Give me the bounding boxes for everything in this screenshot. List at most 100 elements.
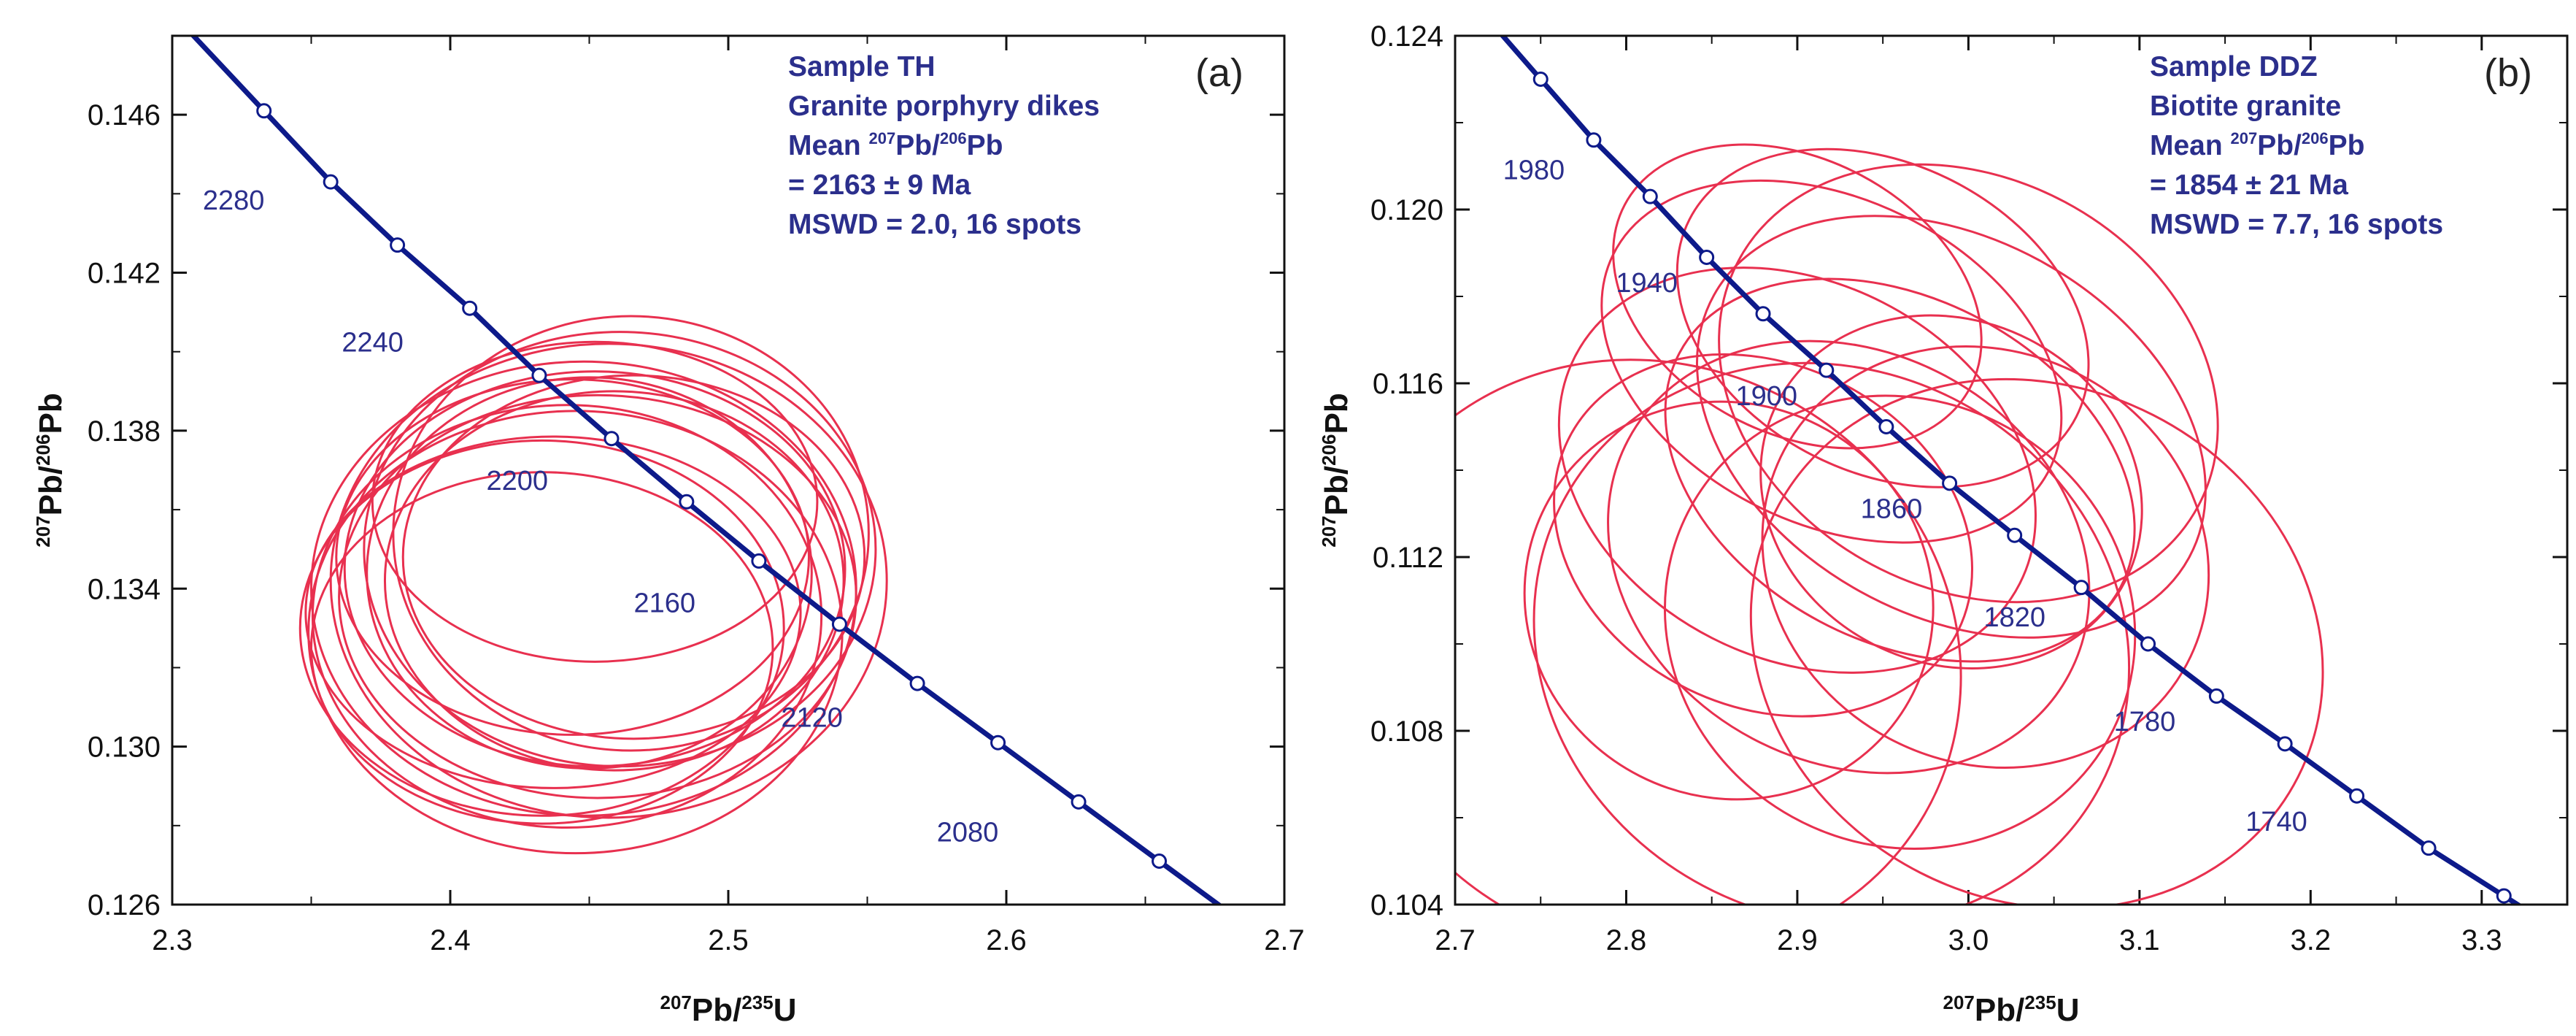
y-tick-label: 0.104	[1370, 889, 1443, 921]
concordia-age-node	[390, 237, 406, 253]
concordia-age-node	[462, 300, 478, 316]
concordia-age-label: 1980	[1503, 155, 1565, 185]
concordia-age-label: 2160	[633, 588, 695, 619]
x-tick-label: 3.2	[2291, 924, 2332, 956]
panel-b: 2.7 2.8 2.9 3.0 3.1 3.2 3.3 0.104 0.108 0.112 0.11…	[1318, 20, 2569, 1028]
concordia-age-node	[679, 494, 695, 510]
error-ellipse	[307, 410, 844, 855]
concordia-age-node	[909, 675, 925, 691]
error-ellipse	[1607, 339, 2091, 775]
concordia-age-node	[1755, 306, 1771, 322]
error-ellipse	[329, 342, 888, 819]
concordia-age-label: 1780	[2114, 707, 2176, 737]
panel-a-mean-label: Mean 207Pb/206Pb	[788, 129, 1003, 161]
y-tick-label: 0.126	[88, 889, 161, 921]
panel-a-frame	[171, 34, 1286, 906]
concordia-age-node	[256, 103, 272, 119]
error-ellipse	[1675, 147, 2090, 488]
x-tick-label: 2.7	[1435, 924, 1476, 956]
concordia-age-node	[1699, 249, 1715, 265]
error-ellipse	[1663, 394, 2137, 850]
concordia-age-label: 1740	[2245, 807, 2307, 837]
panel-a-rock: Granite porphyry dikes	[788, 91, 1100, 122]
error-ellipse	[401, 374, 866, 740]
y-tick-label: 0.146	[88, 99, 161, 131]
error-ellipse	[1718, 163, 2219, 604]
panel-a-sample: Sample TH	[788, 51, 936, 83]
concordia-age-node	[2208, 688, 2224, 704]
concordia-age-node	[2140, 636, 2156, 652]
concordia-curve	[1499, 36, 2523, 905]
x-tick-label: 2.4	[430, 924, 471, 956]
concordia-age-node	[2421, 840, 2437, 856]
x-tick-label: 2.9	[1777, 924, 1818, 956]
panel-b-sample: Sample DDZ	[2150, 51, 2318, 83]
error-ellipse	[1695, 215, 2207, 639]
concordia-age-label: 2240	[342, 328, 404, 358]
panel-a-y-axis-label: 207Pb/206Pb	[32, 393, 69, 547]
panel-b-age: = 1854 ± 21 Ma	[2150, 169, 2348, 201]
y-tick-label: 0.124	[1370, 20, 1443, 53]
error-ellipse	[1664, 277, 2136, 663]
y-tick-label: 0.138	[88, 415, 161, 448]
y-tick-label: 0.120	[1370, 194, 1443, 226]
panel-b-rock: Biotite granite	[2150, 91, 2341, 122]
concordia-age-node	[831, 616, 847, 632]
error-ellipse	[309, 471, 774, 825]
error-ellipse	[1523, 400, 1935, 801]
panel-a-ellipses	[298, 315, 888, 855]
concordia-age-node	[2073, 580, 2089, 596]
panel-b-age-labels: 1980 1940 1900 1860 1820 1780 1740	[1503, 155, 2307, 837]
panel-a-age: = 2163 ± 9 Ma	[788, 169, 971, 201]
panel-b-letter: (b)	[2484, 51, 2532, 95]
error-ellipse	[1759, 314, 2143, 669]
y-tick-label: 0.116	[1373, 368, 1443, 400]
concordia-age-node	[603, 431, 620, 447]
error-ellipse	[311, 404, 823, 829]
error-ellipse	[1455, 358, 1962, 905]
y-tick-label: 0.112	[1373, 542, 1443, 574]
x-tick-label: 3.1	[2119, 924, 2160, 956]
x-tick-label: 3.0	[1948, 924, 1989, 956]
panel-b-mean-label: Mean 207Pb/206Pb	[2150, 129, 2364, 161]
error-ellipse	[304, 435, 802, 789]
panel-b-info: Sample DDZ Biotite granite Mean 207Pb/20…	[2150, 51, 2443, 240]
panel-a-x-axis-label: 207Pb/235U	[660, 991, 796, 1028]
error-ellipse	[366, 376, 813, 770]
x-tick-label: 2.7	[1264, 924, 1305, 956]
error-ellipse	[1761, 345, 2210, 769]
concordia-age-node	[1071, 794, 1087, 810]
panel-a-age-labels: 2280 2240 2200 2160 2120 2080	[203, 185, 998, 848]
panel-a-letter: (a)	[1195, 51, 1243, 95]
error-ellipse	[1612, 143, 1983, 450]
concordia-age-node	[1586, 132, 1602, 148]
concordia-age-node	[1642, 188, 1658, 204]
concordia-age-label: 2080	[937, 817, 999, 848]
y-tick-label: 0.134	[88, 573, 161, 605]
x-tick-label: 3.3	[2461, 924, 2502, 956]
y-tick-label: 0.130	[88, 732, 161, 764]
concordia-age-label: 1900	[1736, 381, 1798, 412]
concordia-age-node	[2007, 527, 2023, 543]
panel-a-ticks: 2.3 2.4 2.5 2.6 2.7 0.126 0.130 0.134 0.138 0.142…	[88, 36, 1305, 956]
y-tick-label: 0.108	[1370, 715, 1443, 748]
x-tick-label: 2.5	[708, 924, 749, 956]
concordia-age-node	[1152, 853, 1168, 869]
x-tick-label: 2.6	[986, 924, 1027, 956]
panel-a-mswd: MSWD = 2.0, 16 spots	[788, 209, 1081, 240]
error-ellipse	[1749, 377, 2324, 905]
concordia-age-node	[531, 367, 547, 383]
concordia-age-node	[323, 174, 339, 190]
panel-b-concordia	[1499, 36, 2523, 905]
concordia-age-node	[751, 553, 767, 569]
concordia-age-node	[990, 734, 1006, 751]
panel-b-y-axis-label: 207Pb/206Pb	[1318, 393, 1354, 547]
concordia-curve	[190, 36, 1223, 905]
x-tick-label: 2.8	[1606, 924, 1647, 956]
concordia-age-node	[2496, 888, 2512, 904]
panel-b-ticks: 2.7 2.8 2.9 3.0 3.1 3.2 3.3 0.104 0.108 0.112 0.11…	[1370, 20, 2567, 956]
panel-a-info: Sample TH Granite porphyry dikes Mean 20…	[788, 51, 1100, 240]
concordia-age-label: 1940	[1616, 268, 1678, 299]
concordia-age-label: 2280	[203, 185, 265, 216]
panel-b-frame	[1454, 34, 2569, 906]
